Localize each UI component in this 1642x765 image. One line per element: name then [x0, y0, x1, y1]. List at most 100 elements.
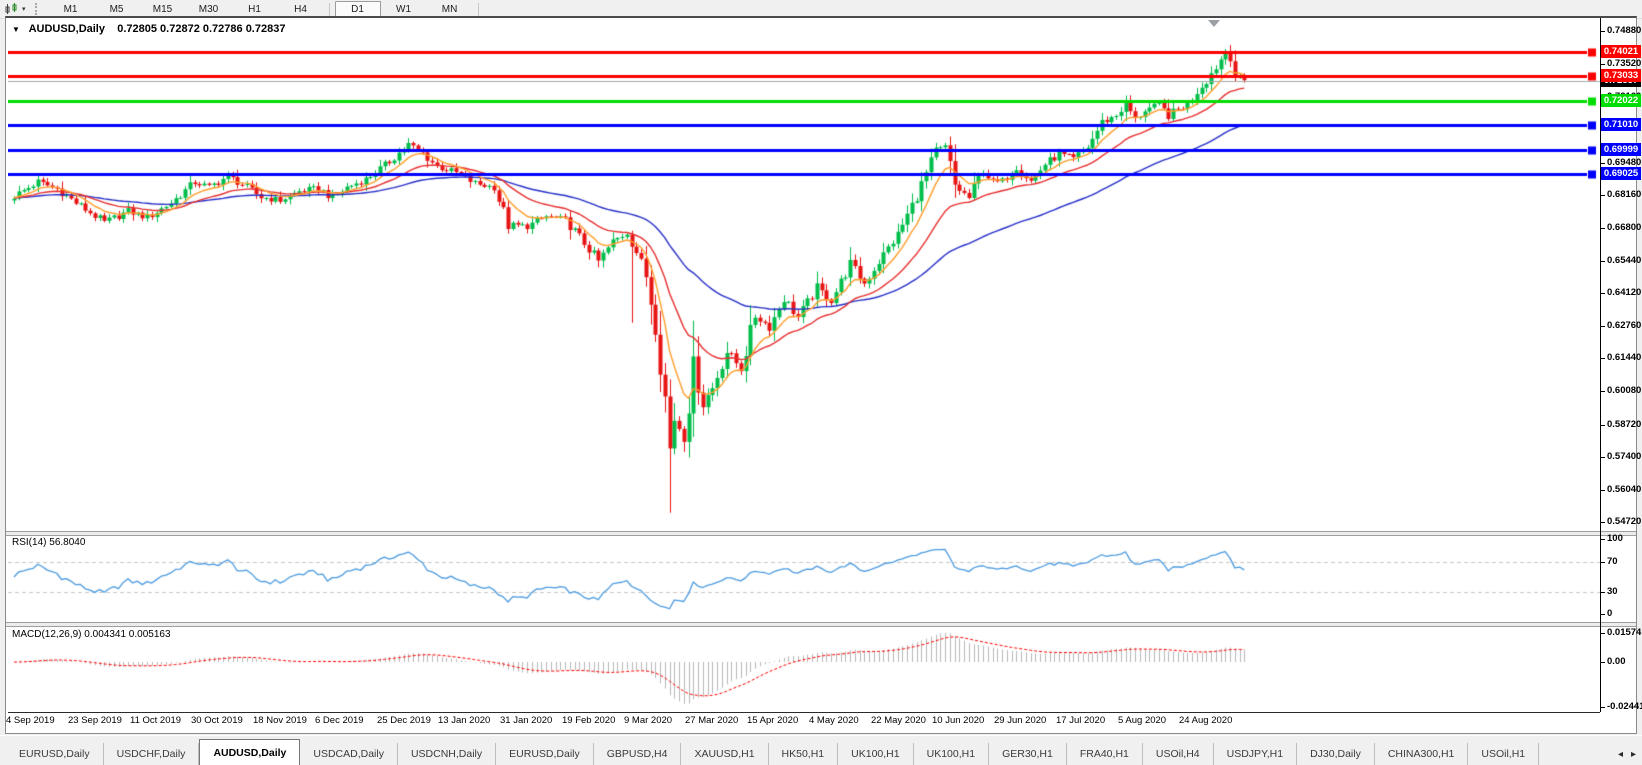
price-tick-label: 0.74880 — [1607, 25, 1642, 36]
macd-label: MACD(12,26,9) 0.004341 0.005163 — [12, 629, 171, 640]
price-tick-label: 0.56040 — [1607, 484, 1642, 495]
price-tick-label: 0.54720 — [1607, 516, 1642, 527]
timeframe-button-M15[interactable]: M15 — [152, 3, 173, 15]
date-tick-label: 11 Oct 2019 — [130, 715, 182, 726]
timeframe-button-MN[interactable]: MN — [441, 3, 458, 15]
price-axis-tick — [1601, 522, 1605, 523]
price-tick-label: 0.64120 — [1607, 287, 1642, 298]
rsi-tick-label: 100 — [1607, 533, 1623, 544]
chart-tab-USDJPY-H1[interactable]: USDJPY,H1 — [1213, 743, 1298, 765]
chart-tab-AUDUSD-Daily[interactable]: AUDUSD,Daily — [199, 739, 301, 765]
date-tick-label: 4 May 2020 — [809, 715, 859, 726]
timeframe-button-H4[interactable]: H4 — [294, 3, 307, 15]
rsi-value: 56.8040 — [49, 537, 86, 548]
rsi-axis-tick — [1601, 592, 1605, 593]
macd-axis-tick — [1601, 662, 1605, 663]
rsi-label: RSI(14) 56.8040 — [12, 537, 85, 548]
date-tick-label: 13 Jan 2020 — [438, 715, 491, 726]
tab-scroll-right-icon[interactable]: ▸ — [1630, 748, 1636, 760]
chart-tab-DJ30-Daily[interactable]: DJ30,Daily — [1297, 743, 1375, 765]
price-axis-tick — [1601, 490, 1605, 491]
price-line-badge[interactable]: 0.73033 — [1601, 69, 1641, 82]
timeframe-button-M30[interactable]: M30 — [198, 3, 219, 15]
macd-tick-label: 0.00 — [1607, 656, 1626, 667]
toolbar-dropdown-caret-icon[interactable]: ▾ — [22, 6, 26, 13]
timeframe-button-M5[interactable]: M5 — [109, 3, 124, 15]
date-tick-label: 15 Apr 2020 — [747, 715, 799, 726]
chart-tab-GER30-H1[interactable]: GER30,H1 — [989, 743, 1067, 765]
rsi-name: RSI(14) — [12, 537, 47, 548]
price-axis-tick — [1601, 326, 1605, 327]
chart-tab-USDCAD-Daily[interactable]: USDCAD,Daily — [300, 743, 398, 765]
timeframe-button-D1[interactable]: D1 — [334, 0, 381, 18]
timeframe-button-H1[interactable]: H1 — [248, 3, 261, 15]
date-tick-label: 25 Dec 2019 — [377, 715, 431, 726]
rsi-panel-splitter[interactable] — [6, 531, 1636, 536]
date-tick-label: 27 Mar 2020 — [685, 715, 739, 726]
chart-tab-USDCHF-Daily[interactable]: USDCHF,Daily — [103, 743, 200, 765]
chart-tab-HK50-H1[interactable]: HK50,H1 — [768, 743, 839, 765]
chart-tab-UK100-H1[interactable]: UK100,H1 — [913, 743, 990, 765]
price-axis-tick — [1601, 457, 1605, 458]
chart-tabs-bar: EURUSD,Daily USDCHF,Daily AUDUSD,Daily USDC… — [0, 735, 1642, 765]
rsi-tick-label: 30 — [1607, 586, 1618, 597]
macd-panel-splitter[interactable] — [6, 622, 1636, 627]
toolbar-grip[interactable] — [34, 3, 41, 15]
macd-name: MACD(12,26,9) — [12, 629, 82, 640]
price-line-badge[interactable]: 0.69025 — [1601, 167, 1641, 180]
chart-tab-EURUSD-Daily[interactable]: EURUSD,Daily — [6, 743, 104, 765]
rsi-axis-tick — [1601, 539, 1605, 540]
price-axis-tick — [1601, 195, 1605, 196]
date-tick-label: 30 Oct 2019 — [191, 715, 243, 726]
timeframes-toolbar: ▾ M1 M5 M15 M30 H1 H4 D1 W1 MN — [0, 0, 1642, 19]
date-tick-label: 23 Sep 2019 — [68, 715, 122, 726]
price-axis-tick — [1601, 163, 1605, 164]
chart-title[interactable]: ▼ AUDUSD,Daily 0.72805 0.72872 0.72786 0… — [12, 23, 285, 35]
timeframe-button-W1[interactable]: W1 — [396, 3, 412, 15]
rsi-axis-tick — [1601, 562, 1605, 563]
date-tick-label: 10 Jun 2020 — [932, 715, 985, 726]
price-axis-line — [1600, 18, 1601, 712]
time-axis-row[interactable] — [8, 712, 1600, 733]
chart-tab-CHINA300-H1[interactable]: CHINA300,H1 — [1374, 743, 1469, 765]
date-tick-label: 24 Aug 2020 — [1179, 715, 1233, 726]
tab-scroll-left-icon[interactable]: ◂ — [1617, 748, 1623, 760]
price-axis-tick — [1601, 64, 1605, 65]
macd-signal-value: 0.005163 — [128, 629, 171, 640]
macd-tick-label: -0.024412 — [1607, 701, 1642, 712]
price-axis-tick — [1601, 228, 1605, 229]
chart-tab-GBPUSD-H4[interactable]: GBPUSD,H4 — [593, 743, 682, 765]
chart-tab-USDCNH-Daily[interactable]: USDCNH,Daily — [397, 743, 497, 765]
rsi-tick-label: 70 — [1607, 556, 1618, 567]
price-axis-tick — [1601, 358, 1605, 359]
price-tick-label: 0.62760 — [1607, 320, 1642, 331]
main-chart-canvas[interactable] — [8, 18, 1600, 712]
price-tick-label: 0.73520 — [1607, 58, 1642, 69]
price-tick-label: 0.58720 — [1607, 419, 1642, 430]
chart-tab-XAUUSD-H1[interactable]: XAUUSD,H1 — [681, 743, 769, 765]
toolbar-separator — [477, 2, 479, 16]
rsi-axis-tick — [1601, 614, 1605, 615]
chart-tab-FRA40-H1[interactable]: FRA40,H1 — [1066, 743, 1143, 765]
price-axis-tick — [1601, 425, 1605, 426]
timeframe-button-M1[interactable]: M1 — [63, 3, 78, 15]
price-tick-label: 0.61440 — [1607, 352, 1642, 363]
price-tick-label: 0.65440 — [1607, 255, 1642, 266]
macd-axis-tick — [1601, 707, 1605, 708]
price-line-badge[interactable]: 0.71010 — [1601, 118, 1641, 131]
chart-tab-USOil-H1[interactable]: USOil,H1 — [1468, 743, 1540, 765]
chart-tab-USOil-H4[interactable]: USOil,H4 — [1142, 743, 1214, 765]
toolbar-separator — [328, 2, 330, 16]
price-line-badge[interactable]: 0.72022 — [1601, 94, 1641, 107]
chart-menu-caret-icon[interactable]: ▼ — [12, 25, 20, 34]
price-axis-tick — [1601, 31, 1605, 32]
price-line-badge[interactable]: 0.69999 — [1601, 143, 1641, 156]
macd-tick-label: 0.015741 — [1607, 627, 1642, 638]
chart-periods-icon[interactable] — [3, 2, 21, 16]
chart-tab-UK100-H1[interactable]: UK100,H1 — [838, 743, 914, 765]
price-tick-label: 0.68160 — [1607, 189, 1642, 200]
price-line-badge[interactable]: 0.74021 — [1601, 45, 1641, 58]
scroll-position-marker-icon[interactable] — [1208, 20, 1220, 27]
chart-tab-EURUSD-Daily[interactable]: EURUSD,Daily — [496, 743, 594, 765]
